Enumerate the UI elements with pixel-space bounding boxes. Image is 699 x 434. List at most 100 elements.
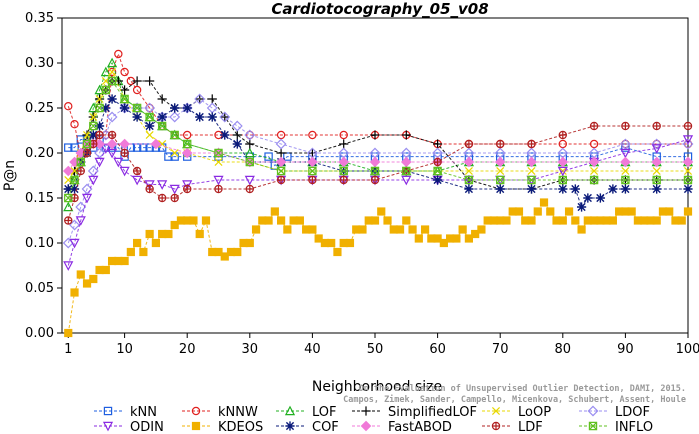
x-tick-label: 1: [64, 342, 72, 357]
legend-item-cof: COF: [276, 420, 339, 434]
data-point-cof: [101, 103, 111, 113]
data-point-kdeos: [471, 229, 480, 239]
data-point-kdeos: [251, 225, 261, 234]
data-point-ldf: [183, 184, 192, 194]
data-point-knn: [76, 135, 85, 144]
data-point-loop: [214, 157, 223, 167]
data-point-ldof: [169, 111, 181, 123]
data-point-kdeos: [377, 207, 386, 216]
legend-marker-cof: [285, 421, 295, 431]
data-point-knnw: [308, 130, 317, 140]
data-point-kdeos: [564, 207, 574, 216]
data-point-odin: [144, 180, 155, 190]
y-tick-label: 0.10: [25, 236, 54, 251]
data-point-ldf: [64, 216, 73, 225]
legend-label-ldof: LDOF: [615, 405, 650, 420]
data-point-odin: [119, 166, 130, 177]
legend-marker-ldof: [587, 405, 599, 417]
legend-item-knn: kNN: [94, 405, 157, 420]
data-point-simplifiedlof: [145, 76, 155, 86]
y-tick-label: 0.15: [25, 191, 54, 206]
legend: kNN kNNW LOF SimplifiedLOF LoOP LDOF ODIN KDEOS…: [94, 405, 653, 434]
series-line-knnw: [67, 52, 688, 158]
data-point-inflo: [589, 175, 599, 185]
data-point-kdeos: [164, 229, 173, 239]
legend-label-fastabod: FastABOD: [388, 420, 452, 434]
data-point-ldf: [214, 184, 223, 194]
data-point-kdeos: [402, 216, 411, 225]
data-point-cof: [595, 193, 605, 203]
x-tick-label: 10: [116, 342, 133, 357]
legend-label-loop: LoOP: [518, 405, 551, 420]
data-point-inflo: [339, 166, 348, 176]
data-point-simplifiedlof: [132, 76, 142, 86]
data-point-kdeos: [683, 207, 693, 216]
data-point-loop: [496, 166, 505, 176]
data-point-ldof: [231, 120, 243, 132]
data-point-kdeos: [245, 238, 254, 248]
data-point-inflo: [214, 148, 223, 158]
data-point-odin: [63, 261, 74, 271]
data-point-inflo: [76, 157, 85, 167]
data-point-ldf: [245, 184, 255, 194]
data-point-knn: [164, 152, 173, 161]
data-point-ldf: [157, 193, 167, 203]
data-point-kdeos: [220, 252, 229, 261]
data-point-cof: [170, 103, 180, 113]
data-point-odin: [401, 175, 412, 186]
data-point-simplifiedlof: [433, 139, 443, 149]
data-point-ldof: [275, 138, 287, 150]
data-point-odin: [169, 184, 180, 195]
data-point-inflo: [276, 166, 286, 176]
data-point-fastabod: [119, 138, 130, 150]
data-point-kdeos: [652, 216, 661, 225]
data-point-ldof: [219, 111, 231, 123]
data-point-kdeos: [370, 216, 380, 225]
data-point-cof: [526, 184, 537, 194]
data-point-knn: [264, 152, 273, 161]
x-tick-label: 90: [617, 342, 634, 357]
data-point-ldf: [339, 175, 348, 185]
x-tick-label: 40: [304, 342, 321, 357]
data-point-inflo: [308, 166, 317, 176]
y-tick-label: 0.30: [25, 56, 54, 71]
data-point-inflo: [64, 193, 73, 203]
data-point-fastabod: [463, 156, 475, 168]
y-ticks: 0.00 0.05 0.10 0.15 0.20 0.25 0.30 0.35: [25, 11, 62, 341]
data-point-inflo: [95, 103, 104, 113]
legend-marker-odin: [102, 421, 114, 432]
data-point-ldof: [75, 201, 87, 213]
data-point-ldf: [95, 130, 104, 140]
data-point-simplifiedlof: [276, 148, 286, 158]
data-point-kdeos: [464, 234, 473, 243]
legend-label-ldf: LDF: [518, 420, 543, 434]
data-point-ldof: [94, 147, 106, 159]
data-point-kdeos: [151, 238, 161, 248]
data-point-kdeos: [558, 216, 567, 225]
data-point-fastabod: [338, 156, 350, 168]
y-tick-label: 0.00: [25, 326, 54, 341]
data-point-ldof: [244, 129, 256, 141]
legend-label-kdeos: KDEOS: [218, 420, 263, 434]
data-point-inflo: [70, 175, 79, 185]
data-point-loop: [621, 166, 630, 176]
data-point-fastabod: [620, 156, 631, 168]
data-point-inflo: [145, 112, 154, 122]
watermark-line-2: On the Evaluation of Unsupervised Outlie…: [358, 383, 686, 394]
legend-marker-knnw: [191, 406, 201, 416]
x-ticks: 1 10 20 30 40 50 60 70 80 90 100: [64, 333, 699, 357]
data-point-inflo: [157, 121, 167, 131]
data-point-cof: [63, 184, 73, 194]
data-point-cof: [652, 184, 662, 194]
data-point-ldof: [81, 183, 93, 195]
data-point-fastabod: [526, 156, 537, 168]
data-point-odin: [69, 238, 80, 249]
data-point-kdeos: [139, 247, 148, 257]
legend-label-odin: ODIN: [130, 420, 164, 434]
data-point-odin: [682, 135, 694, 145]
data-point-odin: [81, 193, 93, 204]
data-point-kdeos: [502, 216, 511, 225]
legend-label-inflo: INFLO: [615, 420, 653, 434]
data-point-ldof: [651, 138, 663, 150]
data-point-kdeos: [458, 225, 467, 234]
